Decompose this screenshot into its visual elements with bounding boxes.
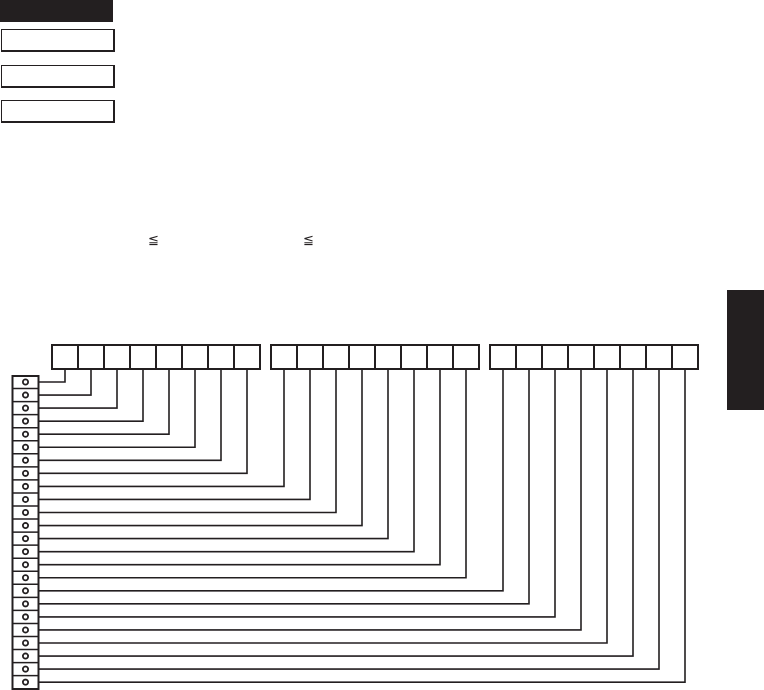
- wire: [38, 369, 170, 436]
- terminal-screw-icon: [21, 508, 29, 516]
- switch-box: [207, 344, 235, 370]
- wire: [38, 369, 118, 409]
- terminal-screw-icon: [21, 378, 29, 386]
- terminal-screw-icon: [21, 417, 29, 425]
- wire: [38, 369, 608, 644]
- terminal-screw-icon: [21, 613, 29, 621]
- switch-box: [671, 344, 699, 370]
- switch-box: [129, 344, 157, 370]
- switch-box: [452, 344, 480, 370]
- terminal-screw-icon: [21, 639, 29, 647]
- wire: [38, 369, 556, 618]
- switch-box: [77, 344, 105, 370]
- switch-box: [567, 344, 595, 370]
- label-box-3: [1, 100, 115, 123]
- terminal-screw-icon: [21, 665, 29, 673]
- section-header-bar: [0, 0, 113, 22]
- terminal-screw-icon: [21, 522, 29, 530]
- terminal-screw-icon: [21, 482, 29, 490]
- wire: [38, 369, 504, 592]
- switch-box: [348, 344, 376, 370]
- switch-box: [233, 344, 261, 370]
- switch-box: [155, 344, 183, 370]
- wire: [38, 369, 415, 553]
- switch-box: [426, 344, 454, 370]
- wire: [38, 369, 634, 657]
- side-chapter-tab: [727, 290, 764, 410]
- terminal-screw-icon: [21, 469, 29, 477]
- switch-box: [51, 344, 79, 370]
- terminal-screw-icon: [21, 678, 29, 686]
- switch-box: [296, 344, 324, 370]
- less-equal-symbol: ≦: [303, 232, 314, 247]
- wire: [38, 369, 311, 501]
- terminal-screw-icon: [21, 548, 29, 556]
- terminal-screw-icon: [21, 456, 29, 464]
- terminal-screw-icon: [21, 495, 29, 503]
- wire: [38, 369, 248, 475]
- switch-box: [593, 344, 621, 370]
- less-equal-symbol: ≦: [148, 232, 159, 247]
- wire: [38, 369, 686, 683]
- wire: [38, 369, 285, 488]
- wire: [38, 369, 66, 383]
- terminal-screw-icon: [21, 600, 29, 608]
- wire: [38, 369, 92, 396]
- wire: [38, 369, 530, 605]
- wire: [38, 369, 222, 462]
- switch-box: [103, 344, 131, 370]
- wire: [38, 369, 467, 579]
- terminal-screw-icon: [21, 561, 29, 569]
- switch-box: [489, 344, 517, 370]
- terminal-screw-icon: [21, 626, 29, 634]
- terminal-screw-icon: [21, 535, 29, 543]
- wire: [38, 369, 337, 514]
- switch-box: [181, 344, 209, 370]
- wire: [38, 369, 363, 527]
- switch-box: [515, 344, 543, 370]
- terminal-screw-icon: [21, 430, 29, 438]
- switch-box: [374, 344, 402, 370]
- switch-box: [270, 344, 298, 370]
- terminal-screw-icon: [21, 404, 29, 412]
- wire: [38, 369, 660, 670]
- switch-box: [322, 344, 350, 370]
- wire: [38, 369, 582, 631]
- wire: [38, 369, 389, 540]
- switch-box: [619, 344, 647, 370]
- terminal-screw-icon: [21, 652, 29, 660]
- label-box-1: [1, 29, 115, 52]
- switch-box: [645, 344, 673, 370]
- switch-box: [541, 344, 569, 370]
- wire: [38, 369, 196, 449]
- label-box-2: [1, 65, 115, 88]
- terminal-screw-icon: [21, 574, 29, 582]
- wire: [38, 369, 144, 422]
- terminal-screw-icon: [21, 443, 29, 451]
- switch-box: [400, 344, 428, 370]
- wire: [38, 369, 441, 566]
- terminal-screw-icon: [21, 391, 29, 399]
- terminal-screw-icon: [21, 587, 29, 595]
